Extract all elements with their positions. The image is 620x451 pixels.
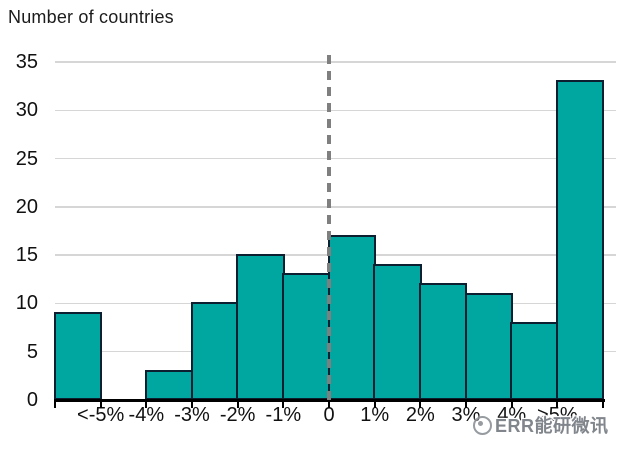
axis-tick [602,401,604,408]
chart-title: Number of countries [8,7,174,27]
gridline [55,61,616,63]
axis-tick [282,401,285,408]
bar [373,263,422,400]
watermark-logo-icon [473,415,492,435]
x-tick-label: <-5% [77,404,125,426]
bar [281,273,331,400]
zero-reference-dashed-line [327,55,331,400]
x-tick-label: 1% [360,404,390,426]
axis-tick [54,401,56,408]
bar [555,80,605,400]
gridline [55,109,616,112]
x-tick-label: 2% [405,404,435,426]
y-tick-label: 10 [15,292,38,315]
axis-tick [373,401,376,408]
gridline [55,157,616,160]
axis-tick [328,401,330,408]
x-axis-line [53,399,605,402]
bar [327,234,377,400]
axis-tick [99,401,102,408]
y-tick-label: 5 [26,340,38,363]
x-tick-label: -3% [174,404,210,426]
y-tick-label: 20 [15,195,38,218]
y-tick-label: 35 [15,51,38,73]
watermark: ERR能研微讯 [473,412,609,438]
watermark-text: ERR能研微讯 [495,416,609,436]
y-tick-label: 0 [26,389,38,411]
axis-tick [556,401,559,408]
x-tick-label: 4% [497,404,527,426]
x-tick-label: -1% [265,404,302,426]
bar [464,292,514,400]
axis-tick [191,401,193,408]
y-tick-label: 15 [15,244,38,267]
axis-tick [236,401,239,408]
bar [510,321,559,400]
axis-tick [465,401,467,408]
axis-tick [419,401,422,408]
axis-tick [510,401,513,408]
gridline [55,206,616,208]
x-tick-label: >5% [537,404,578,426]
bar [236,254,285,400]
x-tick-label: 0 [323,404,335,426]
x-tick-label: -4% [128,404,165,426]
axis-tick [145,401,148,408]
y-tick-label: 25 [15,147,38,170]
bar [144,370,194,400]
y-tick-label: 30 [15,99,38,122]
bar [190,302,240,400]
x-tick-label: -2% [219,404,256,426]
bar [53,312,103,400]
bar [418,283,468,400]
